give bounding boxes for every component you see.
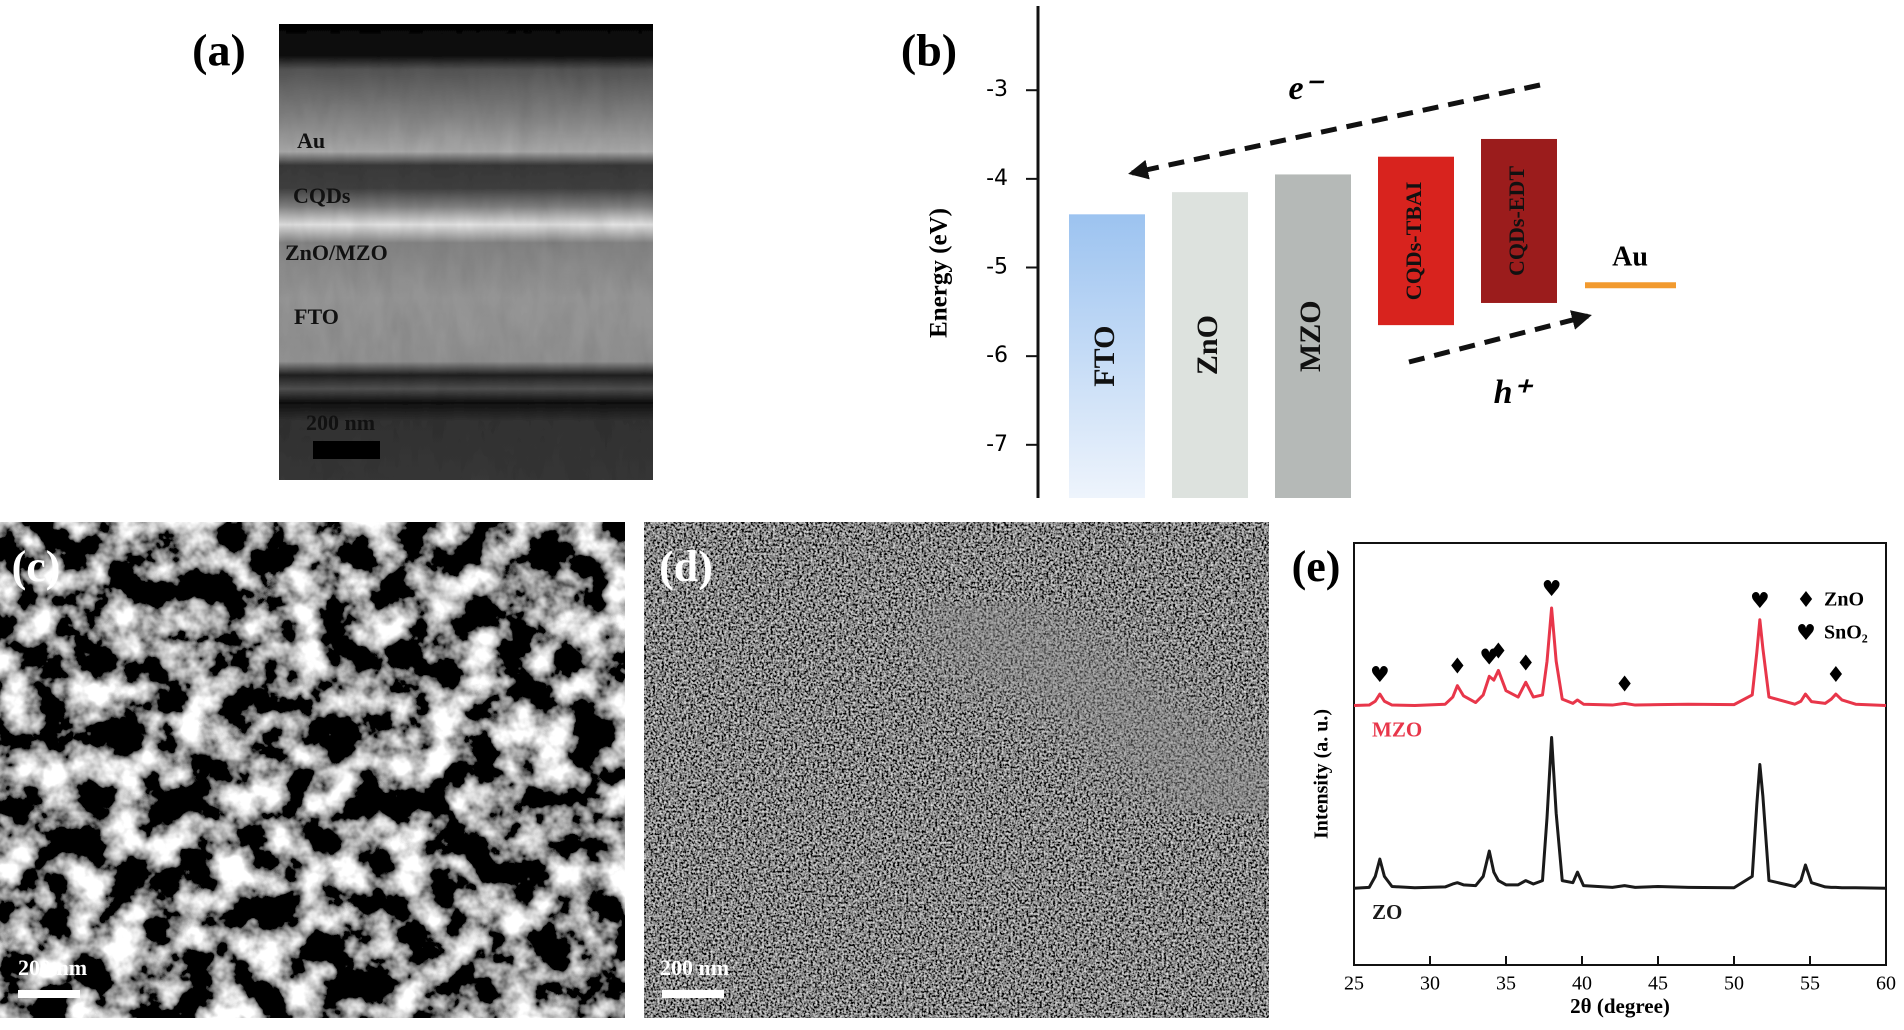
y-tick-label: -6 <box>986 343 1008 368</box>
energy-band <box>1172 192 1248 498</box>
layer-label: Au <box>297 128 325 153</box>
series-label: ZO <box>1372 900 1402 924</box>
series-line <box>1353 606 1887 707</box>
peak-mark: ♦ <box>1447 655 1467 680</box>
band-label: MZO <box>1294 300 1327 372</box>
legend-symbol: ♥ <box>1796 621 1816 646</box>
scale-bar-label: 200 nm <box>306 410 375 435</box>
panel-label: (e) <box>1292 542 1341 591</box>
band-label: CQDs-EDT <box>1504 166 1529 276</box>
sem-image <box>0 522 625 1018</box>
x-tick-label: 60 <box>1876 973 1896 995</box>
legend-symbol: ♦ <box>1796 588 1816 613</box>
energy-band <box>1378 156 1454 326</box>
x-tick-label: 25 <box>1344 973 1364 995</box>
panel-label: (a) <box>192 25 246 76</box>
y-tick-label: -4 <box>986 166 1008 191</box>
band-label: ZnO <box>1191 315 1224 375</box>
peak-mark: ♦ <box>1826 663 1846 688</box>
y-tick-label: -3 <box>986 77 1008 102</box>
x-tick-label: 55 <box>1800 973 1820 995</box>
x-tick-label: 35 <box>1496 973 1516 995</box>
panel-d: (d) 200 nm <box>644 522 1269 1018</box>
peak-mark: ♥ <box>1370 663 1390 688</box>
panel-label: (d) <box>659 542 713 591</box>
y-tick-label: -5 <box>986 255 1008 280</box>
scale-bar <box>18 990 80 998</box>
peak-mark: ♦ <box>1615 672 1635 697</box>
x-tick-label: 45 <box>1648 973 1668 995</box>
x-tick-label: 30 <box>1420 973 1440 995</box>
x-axis-label: 2θ (degree) <box>1570 994 1670 1018</box>
hole-label: h⁺ <box>1494 374 1534 411</box>
sem-texture <box>279 24 653 480</box>
scale-bar <box>313 441 380 459</box>
peak-mark: ♦ <box>1489 639 1509 664</box>
plot-frame <box>1353 542 1887 966</box>
band-label: FTO <box>1088 326 1121 387</box>
scale-bar <box>662 990 724 998</box>
legend-label: ZnO <box>1824 589 1864 611</box>
level-label: Au <box>1612 242 1648 273</box>
energy-band <box>1481 138 1557 303</box>
layer-label: ZnO/MZO <box>285 240 388 265</box>
layer-label: CQDs <box>293 183 351 208</box>
panel-a: (a) Au CQDs ZnO/MZO FTO 200 nm <box>192 24 653 480</box>
x-tick-label: 50 <box>1724 973 1744 995</box>
peak-mark: ♥ <box>1750 589 1770 614</box>
y-axis-label: Intensity (a. u.) <box>1311 709 1333 839</box>
peak-mark: ♥ <box>1542 577 1562 602</box>
energy-band <box>1069 214 1145 498</box>
panel-label: (b) <box>901 25 957 76</box>
panel-b: (b) -3 -4 -5 -6 -7 Energy (eV) FTO ZnO MZO CQDs-T… <box>901 6 1676 498</box>
band-label: CQDs-TBAI <box>1401 182 1426 301</box>
layer-label: FTO <box>294 304 339 329</box>
panel-label: (c) <box>12 542 61 591</box>
y-tick-label: -7 <box>986 432 1008 457</box>
y-axis-label: Energy (eV) <box>926 208 953 338</box>
bright-region <box>921 575 1269 841</box>
electron-label: e⁻ <box>1288 70 1324 107</box>
hole-arrow <box>1408 310 1592 365</box>
x-tick-label: 40 <box>1572 973 1592 995</box>
series-line <box>1353 736 1887 890</box>
electron-arrow <box>1128 82 1541 180</box>
legend-label: SnO₂ <box>1824 622 1868 644</box>
peak-mark: ♦ <box>1516 651 1536 676</box>
series-label: MZO <box>1372 717 1422 741</box>
peak-mark: ♥ <box>1479 645 1499 670</box>
panel-c: (c) 200 nm <box>0 522 625 1018</box>
energy-band <box>1275 174 1351 498</box>
panel-e: (e) 25 30 35 40 45 50 55 60 2θ (degree) Intensity… <box>1292 542 1896 1018</box>
scale-bar-label: 200 nm <box>18 955 87 980</box>
scale-bar-label: 200 nm <box>660 955 729 980</box>
